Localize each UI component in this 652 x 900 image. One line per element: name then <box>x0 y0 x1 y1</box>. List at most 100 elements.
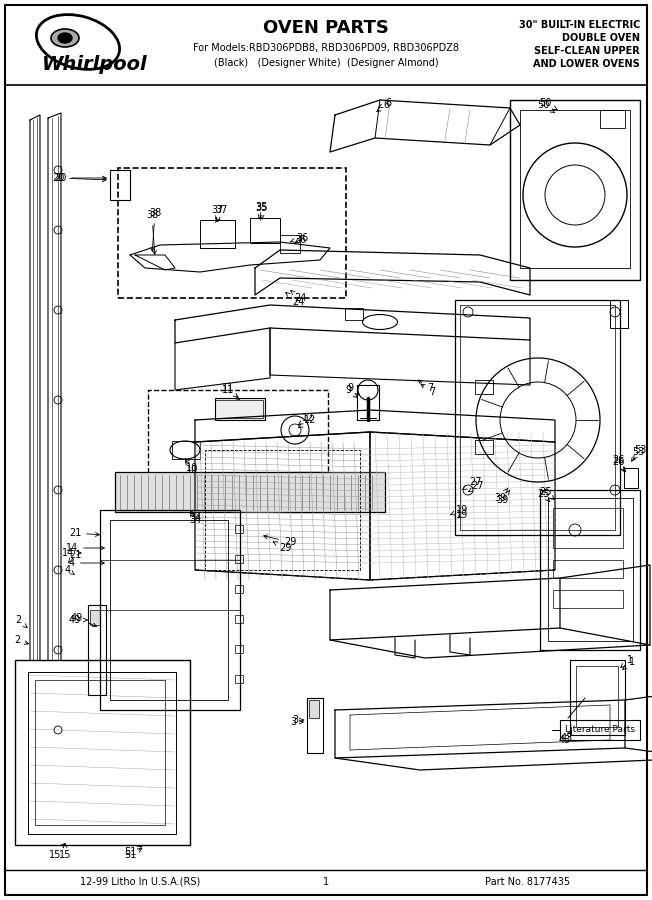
Text: 12: 12 <box>299 415 316 428</box>
Text: 12-99 Litho In U.S.A.(RS): 12-99 Litho In U.S.A.(RS) <box>80 877 200 887</box>
Bar <box>540 490 640 650</box>
Bar <box>235 615 243 623</box>
Text: 11: 11 <box>222 383 238 398</box>
Bar <box>553 590 623 608</box>
Bar <box>250 218 280 243</box>
Text: 38: 38 <box>146 210 158 255</box>
Text: 30" BUILT-IN ELECTRIC: 30" BUILT-IN ELECTRIC <box>518 20 640 30</box>
Text: 34: 34 <box>189 510 201 523</box>
Bar <box>115 472 385 512</box>
Text: 1: 1 <box>323 877 329 887</box>
Text: For Models:RBD306PDB8, RBD306PD09, RBD306PDZ8: For Models:RBD306PDB8, RBD306PD09, RBD30… <box>193 43 459 53</box>
Text: 26: 26 <box>612 457 626 472</box>
Text: 4: 4 <box>69 558 104 568</box>
Text: 29: 29 <box>263 535 296 547</box>
Text: 20: 20 <box>52 173 106 183</box>
Text: 3: 3 <box>292 715 304 725</box>
Text: 24: 24 <box>291 291 306 303</box>
Text: 34: 34 <box>189 512 201 525</box>
Text: 7: 7 <box>421 384 435 397</box>
Text: 53: 53 <box>632 447 644 461</box>
Text: 6: 6 <box>377 100 389 112</box>
Bar <box>235 675 243 683</box>
Bar <box>345 308 363 320</box>
Text: 38: 38 <box>149 208 161 251</box>
Text: 24: 24 <box>286 292 304 307</box>
Text: 43: 43 <box>561 730 573 743</box>
Text: 35: 35 <box>256 202 268 219</box>
Bar <box>205 450 360 570</box>
Text: 25: 25 <box>539 487 554 500</box>
Bar <box>553 508 623 548</box>
Text: 19: 19 <box>451 505 468 515</box>
Bar <box>100 510 240 710</box>
Text: DOUBLE OVEN: DOUBLE OVEN <box>562 33 640 43</box>
Text: Literature Parts: Literature Parts <box>565 725 635 734</box>
Text: (Black)   (Designer White)  (Designer Almond): (Black) (Designer White) (Designer Almon… <box>214 58 438 68</box>
Bar <box>88 605 106 695</box>
Text: 15: 15 <box>59 843 71 860</box>
Text: 27: 27 <box>463 477 481 490</box>
Text: Part No. 8177435: Part No. 8177435 <box>485 877 570 887</box>
Text: 1: 1 <box>623 657 635 670</box>
Bar <box>548 498 633 641</box>
Text: 4: 4 <box>65 565 74 575</box>
Bar <box>460 305 615 530</box>
Bar <box>600 110 625 128</box>
Bar <box>455 300 620 535</box>
Ellipse shape <box>51 29 79 47</box>
Bar <box>110 520 228 700</box>
Bar <box>560 720 640 740</box>
Text: 53: 53 <box>634 445 646 459</box>
Text: 2: 2 <box>14 635 29 645</box>
Ellipse shape <box>37 14 119 69</box>
Bar <box>570 660 625 735</box>
Bar <box>475 380 493 394</box>
Text: AND LOWER OVENS: AND LOWER OVENS <box>533 59 640 69</box>
Text: 36: 36 <box>294 235 306 245</box>
Text: 29: 29 <box>273 542 291 553</box>
Text: 10: 10 <box>186 461 198 475</box>
Text: 51: 51 <box>124 849 141 860</box>
Bar <box>475 440 493 454</box>
Text: 36: 36 <box>290 233 308 243</box>
Text: 50: 50 <box>539 98 557 110</box>
Text: 14: 14 <box>66 543 104 553</box>
Text: 21: 21 <box>69 528 99 538</box>
Text: 9: 9 <box>347 383 359 394</box>
Text: 21: 21 <box>68 550 82 562</box>
Text: 3: 3 <box>290 717 303 727</box>
Text: 14: 14 <box>62 548 81 558</box>
Bar <box>235 645 243 653</box>
Text: 39: 39 <box>494 488 508 503</box>
Bar <box>118 168 346 298</box>
Bar <box>235 585 243 593</box>
Text: 27: 27 <box>469 481 484 491</box>
Text: 10: 10 <box>186 459 198 473</box>
Bar <box>28 672 176 834</box>
Bar <box>35 680 165 825</box>
Bar <box>15 660 190 845</box>
Bar <box>215 400 263 418</box>
Text: 1: 1 <box>621 655 633 668</box>
Ellipse shape <box>58 33 72 43</box>
Bar <box>90 610 100 625</box>
Text: 7: 7 <box>418 380 433 393</box>
Bar <box>110 170 130 200</box>
Bar <box>172 441 200 459</box>
Bar <box>148 390 328 475</box>
Text: 2: 2 <box>15 615 27 627</box>
Text: 37: 37 <box>216 205 228 221</box>
Bar <box>576 666 618 727</box>
Text: 39: 39 <box>496 491 510 505</box>
Text: 37: 37 <box>212 205 224 221</box>
Text: 49: 49 <box>69 615 87 625</box>
Text: 12: 12 <box>299 413 314 425</box>
Text: 19: 19 <box>456 510 468 520</box>
Text: 26: 26 <box>612 455 624 472</box>
Text: 50: 50 <box>537 100 554 112</box>
Bar <box>357 385 379 420</box>
Bar <box>520 110 630 268</box>
Text: 6: 6 <box>379 98 391 108</box>
Text: SELF-CLEAN UPPER: SELF-CLEAN UPPER <box>534 46 640 56</box>
